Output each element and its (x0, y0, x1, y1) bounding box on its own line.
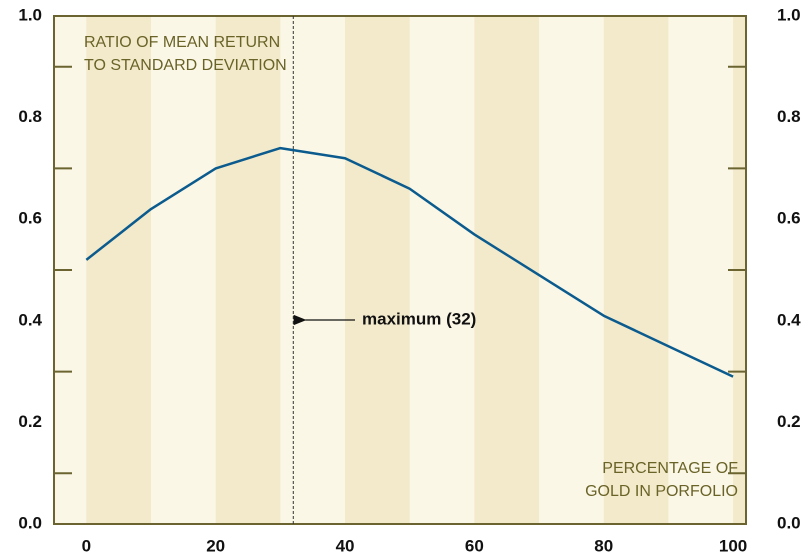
y-tick-label: 0.6 (18, 209, 42, 228)
stripe (603, 16, 669, 524)
x-tick-label: 0 (82, 536, 91, 555)
x-tick-label: 40 (336, 536, 355, 555)
line (85, 146, 734, 378)
x-tick-label: 20 (206, 536, 225, 555)
stripe (474, 16, 540, 524)
x-tick-label: 80 (594, 536, 613, 555)
y-tick-label: 0.8 (18, 107, 42, 126)
stripe (215, 16, 281, 524)
y-axis-label: TO STANDARD DEVIATION (84, 57, 287, 74)
y-tick-label: 0.0 (18, 513, 42, 532)
x-axis-label: GOLD IN PORFOLIO (585, 483, 738, 500)
stripe (86, 16, 152, 524)
x-tick-label: 100 (719, 536, 747, 555)
y-tick-label-right: 0.8 (777, 107, 801, 126)
x-axis-label: PERCENTAGE OF (602, 460, 738, 477)
annotation-text: maximum (32) (362, 309, 476, 328)
y-tick-label-right: 0.2 (777, 412, 801, 431)
x-tick-label: 60 (465, 536, 484, 555)
y-tick-label-right: 0.4 (777, 310, 801, 329)
y-tick-label-right: 1.0 (777, 5, 801, 24)
y-axis-label: RATIO OF MEAN RETURN (84, 34, 280, 51)
y-tick-label-right: 0.0 (777, 513, 801, 532)
y-tick-label: 0.4 (18, 310, 42, 329)
y-tick-label: 1.0 (18, 5, 42, 24)
y-tick-label-right: 0.6 (777, 209, 801, 228)
stripe (345, 16, 410, 524)
y-tick-label: 0.2 (18, 412, 42, 431)
